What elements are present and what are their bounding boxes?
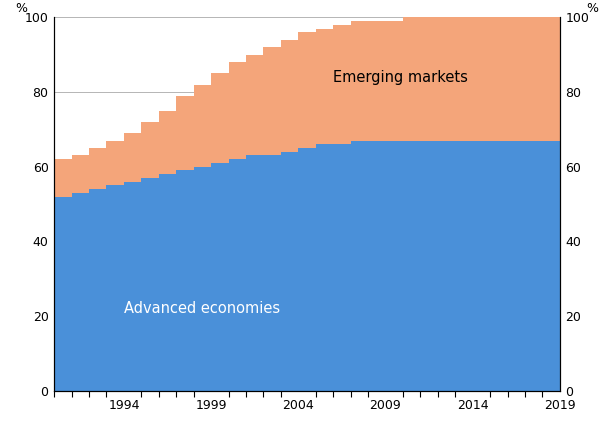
Text: Emerging markets: Emerging markets <box>333 69 468 85</box>
Text: %: % <box>587 3 599 16</box>
Text: Advanced economies: Advanced economies <box>124 301 280 316</box>
Text: %: % <box>15 3 27 16</box>
